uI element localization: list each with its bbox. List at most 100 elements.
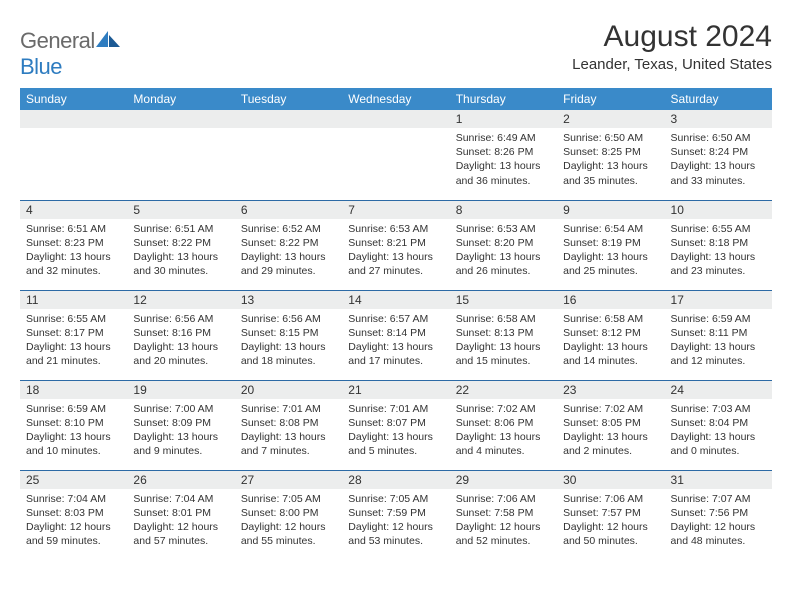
calendar-day-cell: 14Sunrise: 6:57 AMSunset: 8:14 PMDayligh…	[342, 290, 449, 380]
daylight-line1: Daylight: 13 hours	[348, 340, 443, 354]
sunrise-text: Sunrise: 6:57 AM	[348, 312, 443, 326]
calendar-day-cell: 9Sunrise: 6:54 AMSunset: 8:19 PMDaylight…	[557, 200, 664, 290]
daylight-line2: and 15 minutes.	[456, 354, 551, 368]
empty-day-bar	[20, 110, 127, 128]
day-number: 11	[20, 291, 127, 309]
brand-text: GeneralBlue	[20, 28, 121, 80]
calendar-page: GeneralBlue August 2024 Leander, Texas, …	[0, 0, 792, 570]
daylight-line1: Daylight: 13 hours	[671, 250, 766, 264]
brand-part1: General	[20, 28, 95, 53]
day-data: Sunrise: 6:55 AMSunset: 8:17 PMDaylight:…	[20, 309, 127, 373]
day-number: 22	[450, 381, 557, 399]
daylight-line2: and 30 minutes.	[133, 264, 228, 278]
sunset-text: Sunset: 8:11 PM	[671, 326, 766, 340]
day-data: Sunrise: 6:49 AMSunset: 8:26 PMDaylight:…	[450, 128, 557, 192]
empty-day-bar	[127, 110, 234, 128]
daylight-line1: Daylight: 13 hours	[456, 340, 551, 354]
daylight-line2: and 7 minutes.	[241, 444, 336, 458]
calendar-day-cell: 25Sunrise: 7:04 AMSunset: 8:03 PMDayligh…	[20, 470, 127, 560]
sunrise-text: Sunrise: 6:56 AM	[241, 312, 336, 326]
sunset-text: Sunset: 8:00 PM	[241, 506, 336, 520]
calendar-week-row: 11Sunrise: 6:55 AMSunset: 8:17 PMDayligh…	[20, 290, 772, 380]
daylight-line1: Daylight: 13 hours	[133, 340, 228, 354]
calendar-day-cell: 22Sunrise: 7:02 AMSunset: 8:06 PMDayligh…	[450, 380, 557, 470]
daylight-line1: Daylight: 12 hours	[456, 520, 551, 534]
sunset-text: Sunset: 8:09 PM	[133, 416, 228, 430]
sunrise-text: Sunrise: 7:04 AM	[133, 492, 228, 506]
daylight-line1: Daylight: 13 hours	[563, 250, 658, 264]
calendar-day-cell: 8Sunrise: 6:53 AMSunset: 8:20 PMDaylight…	[450, 200, 557, 290]
day-data: Sunrise: 6:53 AMSunset: 8:20 PMDaylight:…	[450, 219, 557, 283]
day-number: 4	[20, 201, 127, 219]
empty-day-bar	[342, 110, 449, 128]
daylight-line2: and 4 minutes.	[456, 444, 551, 458]
day-number: 27	[235, 471, 342, 489]
sunrise-text: Sunrise: 7:00 AM	[133, 402, 228, 416]
sunset-text: Sunset: 8:12 PM	[563, 326, 658, 340]
calendar-day-cell: 16Sunrise: 6:58 AMSunset: 8:12 PMDayligh…	[557, 290, 664, 380]
calendar-day-cell: 3Sunrise: 6:50 AMSunset: 8:24 PMDaylight…	[665, 110, 772, 200]
calendar-week-row: 25Sunrise: 7:04 AMSunset: 8:03 PMDayligh…	[20, 470, 772, 560]
calendar-day-cell: 26Sunrise: 7:04 AMSunset: 8:01 PMDayligh…	[127, 470, 234, 560]
day-number: 17	[665, 291, 772, 309]
day-number: 26	[127, 471, 234, 489]
weekday-header: Sunday	[20, 88, 127, 110]
location-subtitle: Leander, Texas, United States	[572, 56, 772, 73]
sunrise-text: Sunrise: 6:51 AM	[133, 222, 228, 236]
calendar-body: 1Sunrise: 6:49 AMSunset: 8:26 PMDaylight…	[20, 110, 772, 560]
calendar-day-cell: 30Sunrise: 7:06 AMSunset: 7:57 PMDayligh…	[557, 470, 664, 560]
sunset-text: Sunset: 8:10 PM	[26, 416, 121, 430]
sunset-text: Sunset: 8:25 PM	[563, 145, 658, 159]
day-number: 18	[20, 381, 127, 399]
sunrise-text: Sunrise: 7:03 AM	[671, 402, 766, 416]
daylight-line2: and 48 minutes.	[671, 534, 766, 548]
day-data: Sunrise: 6:58 AMSunset: 8:13 PMDaylight:…	[450, 309, 557, 373]
sunrise-text: Sunrise: 7:02 AM	[563, 402, 658, 416]
sunrise-text: Sunrise: 7:05 AM	[348, 492, 443, 506]
day-data: Sunrise: 7:02 AMSunset: 8:06 PMDaylight:…	[450, 399, 557, 463]
day-number: 2	[557, 110, 664, 128]
daylight-line2: and 57 minutes.	[133, 534, 228, 548]
day-data: Sunrise: 7:00 AMSunset: 8:09 PMDaylight:…	[127, 399, 234, 463]
daylight-line2: and 26 minutes.	[456, 264, 551, 278]
day-number: 31	[665, 471, 772, 489]
sunset-text: Sunset: 8:18 PM	[671, 236, 766, 250]
daylight-line2: and 29 minutes.	[241, 264, 336, 278]
sunset-text: Sunset: 8:08 PM	[241, 416, 336, 430]
daylight-line2: and 52 minutes.	[456, 534, 551, 548]
calendar-week-row: 4Sunrise: 6:51 AMSunset: 8:23 PMDaylight…	[20, 200, 772, 290]
sunset-text: Sunset: 7:56 PM	[671, 506, 766, 520]
sunset-text: Sunset: 8:23 PM	[26, 236, 121, 250]
day-data: Sunrise: 6:59 AMSunset: 8:11 PMDaylight:…	[665, 309, 772, 373]
sunset-text: Sunset: 8:20 PM	[456, 236, 551, 250]
day-data: Sunrise: 7:04 AMSunset: 8:01 PMDaylight:…	[127, 489, 234, 553]
sunset-text: Sunset: 7:59 PM	[348, 506, 443, 520]
day-data: Sunrise: 6:50 AMSunset: 8:25 PMDaylight:…	[557, 128, 664, 192]
daylight-line1: Daylight: 12 hours	[348, 520, 443, 534]
calendar-day-cell: 1Sunrise: 6:49 AMSunset: 8:26 PMDaylight…	[450, 110, 557, 200]
day-data: Sunrise: 6:51 AMSunset: 8:23 PMDaylight:…	[20, 219, 127, 283]
month-title: August 2024	[572, 20, 772, 54]
day-number: 13	[235, 291, 342, 309]
day-data: Sunrise: 6:52 AMSunset: 8:22 PMDaylight:…	[235, 219, 342, 283]
daylight-line2: and 0 minutes.	[671, 444, 766, 458]
day-number: 15	[450, 291, 557, 309]
sunrise-text: Sunrise: 6:59 AM	[26, 402, 121, 416]
daylight-line1: Daylight: 13 hours	[133, 250, 228, 264]
calendar-day-cell: 23Sunrise: 7:02 AMSunset: 8:05 PMDayligh…	[557, 380, 664, 470]
day-number: 10	[665, 201, 772, 219]
daylight-line2: and 50 minutes.	[563, 534, 658, 548]
weekday-header: Thursday	[450, 88, 557, 110]
sunrise-text: Sunrise: 6:50 AM	[671, 131, 766, 145]
day-data: Sunrise: 7:04 AMSunset: 8:03 PMDaylight:…	[20, 489, 127, 553]
sunrise-text: Sunrise: 6:58 AM	[456, 312, 551, 326]
day-number: 16	[557, 291, 664, 309]
day-data: Sunrise: 7:06 AMSunset: 7:58 PMDaylight:…	[450, 489, 557, 553]
daylight-line1: Daylight: 13 hours	[456, 159, 551, 173]
daylight-line1: Daylight: 13 hours	[26, 340, 121, 354]
day-number: 25	[20, 471, 127, 489]
calendar-day-cell	[235, 110, 342, 200]
day-number: 6	[235, 201, 342, 219]
sunrise-text: Sunrise: 6:51 AM	[26, 222, 121, 236]
calendar-day-cell	[127, 110, 234, 200]
